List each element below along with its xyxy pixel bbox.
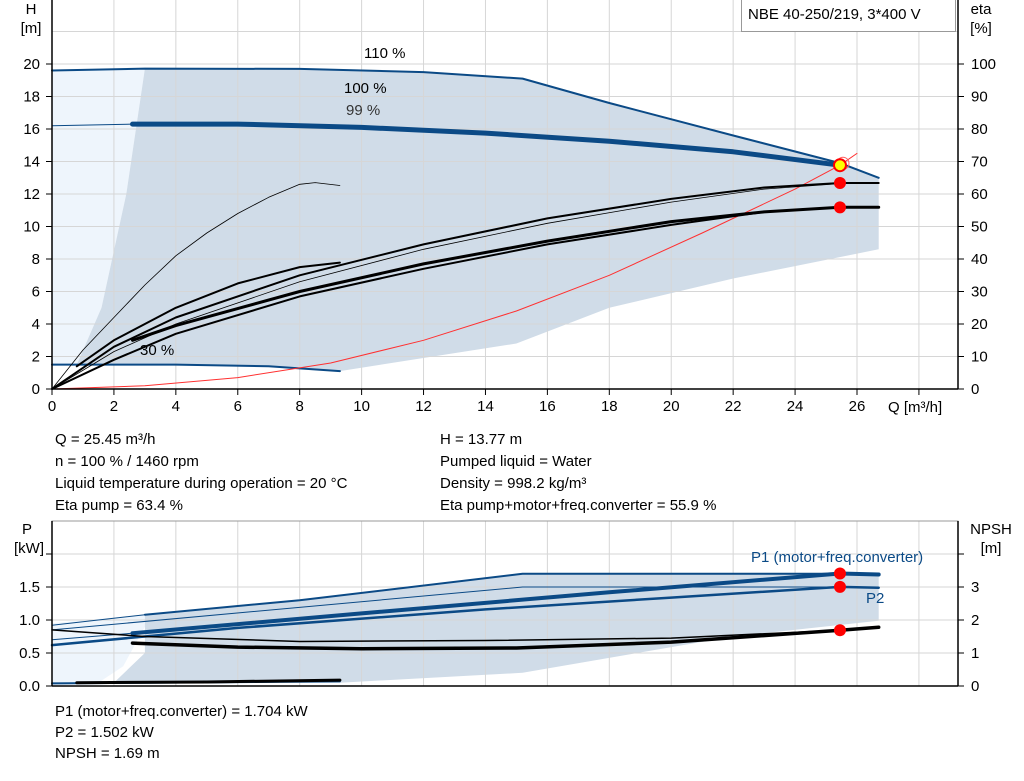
- label-p1: P1 (motor+freq.converter): [751, 549, 924, 566]
- h-tick-label: 16: [23, 121, 40, 138]
- p1-point: [833, 567, 846, 580]
- label-110: 110 %: [364, 45, 406, 62]
- x-tick-label: 22: [725, 398, 742, 415]
- eta-tick-label: 70: [971, 154, 988, 171]
- curve-100-: [130, 121, 843, 168]
- label-30: 30 %: [140, 342, 175, 359]
- eta-axis-label: eta [%]: [970, 1, 992, 37]
- h-tick-label: 10: [23, 219, 40, 236]
- eta-tick-label: 80: [971, 121, 988, 138]
- h-tick-label: 0: [32, 381, 40, 398]
- h-tick-label: 14: [23, 154, 40, 171]
- curve: [51, 182, 341, 390]
- h-tick-label: 2: [32, 349, 40, 366]
- label-100: 100 %: [344, 80, 387, 97]
- readout-temp: Liquid temperature during operation = 20…: [55, 475, 348, 492]
- curve: [51, 206, 841, 390]
- eta-tick-label: 0: [971, 381, 979, 398]
- readout-eta-total: Eta pump+motor+freq.converter = 55.9 %: [440, 497, 717, 514]
- p-tick-label: 1.0: [19, 612, 40, 629]
- p-tick-label: 1.5: [19, 579, 40, 596]
- eta-tick-label: 40: [971, 251, 988, 268]
- h-tick-label: 20: [23, 56, 40, 73]
- x-tick-label: 24: [787, 398, 804, 415]
- p2-point: [833, 580, 846, 593]
- readout-n: n = 100 % / 1460 rpm: [55, 453, 199, 470]
- npsh-tick-label: 3: [971, 579, 979, 596]
- p-tick-label: 0.5: [19, 645, 40, 662]
- curve-30-: [51, 363, 341, 373]
- eta-tick-label: 30: [971, 284, 988, 301]
- operating-area: [76, 68, 879, 372]
- x-tick-label: 14: [477, 398, 494, 415]
- h-tick-label: 12: [23, 186, 40, 203]
- h-tick-label: 6: [32, 284, 40, 301]
- x-tick-label: 0: [48, 398, 56, 415]
- x-tick-label: 4: [172, 398, 180, 415]
- curve: [51, 123, 133, 127]
- readout-npsh: NPSH = 1.69 m: [55, 745, 160, 762]
- eta-tick-label: 50: [971, 219, 988, 236]
- readout-p2: P2 = 1.502 kW: [55, 724, 154, 741]
- npsh-tick-label: 2: [971, 612, 979, 629]
- h-tick-label: 8: [32, 251, 40, 268]
- npsh-axis-label: NPSH [m]: [970, 521, 1012, 557]
- x-tick-label: 16: [539, 398, 556, 415]
- light-area: [52, 68, 145, 365]
- curve: [51, 183, 841, 390]
- label-99: 99 %: [346, 102, 381, 119]
- product-label: NBE 40-250/219, 3*400 V: [741, 0, 956, 32]
- x-tick-label: 20: [663, 398, 680, 415]
- npsh-tick-label: 0: [971, 678, 979, 695]
- npsh-point: [833, 624, 846, 637]
- x-tick-label: 26: [849, 398, 866, 415]
- curve-110-: [51, 67, 880, 179]
- eta-tick-label: 100: [971, 56, 996, 73]
- npsh-tick-label: 1: [971, 645, 979, 662]
- curve: [51, 152, 858, 390]
- curve: [51, 629, 841, 643]
- eta-tick-label: 10: [971, 349, 988, 366]
- eta-total-point: [833, 201, 846, 214]
- h-axis-label: H [m]: [20, 1, 42, 37]
- q-axis-label: Q [m³/h]: [888, 399, 943, 416]
- eta-pump-point: [833, 176, 846, 189]
- x-tick-label: 2: [110, 398, 118, 415]
- light-area-bottom: [52, 614, 145, 686]
- x-tick-label: 18: [601, 398, 618, 415]
- readout-density: Density = 998.2 kg/m³: [440, 475, 587, 492]
- h-tick-label: 4: [32, 316, 40, 333]
- readout-q: Q = 25.45 m³/h: [55, 431, 156, 448]
- curve-p1-motor-freq-converter-: [130, 571, 881, 636]
- x-tick-label: 8: [296, 398, 304, 415]
- h-tick-label: 18: [23, 89, 40, 106]
- operating-area-bottom: [113, 573, 879, 683]
- readout-eta-pump: Eta pump = 63.4 %: [55, 497, 183, 514]
- x-tick-label: 12: [415, 398, 432, 415]
- readout-p1: P1 (motor+freq.converter) = 1.704 kW: [55, 703, 308, 720]
- label-p2: P2: [866, 590, 885, 607]
- eta-tick-label: 20: [971, 316, 988, 333]
- curve: [75, 678, 342, 685]
- duty-point: [832, 158, 847, 173]
- eta-tick-label: 60: [971, 186, 988, 203]
- p-axis-label: P [kW]: [14, 521, 44, 557]
- curve: [51, 586, 841, 631]
- curve: [51, 182, 880, 390]
- curve-p2: [50, 585, 880, 647]
- x-tick-label: 10: [353, 398, 370, 415]
- curve: [51, 614, 146, 626]
- readout-liquid: Pumped liquid = Water: [440, 453, 592, 470]
- curve: [75, 261, 341, 368]
- x-tick-label: 6: [234, 398, 242, 415]
- readout-h: H = 13.77 m: [440, 431, 523, 448]
- p-tick-label: 0.0: [19, 678, 40, 695]
- eta-tick-label: 90: [971, 89, 988, 106]
